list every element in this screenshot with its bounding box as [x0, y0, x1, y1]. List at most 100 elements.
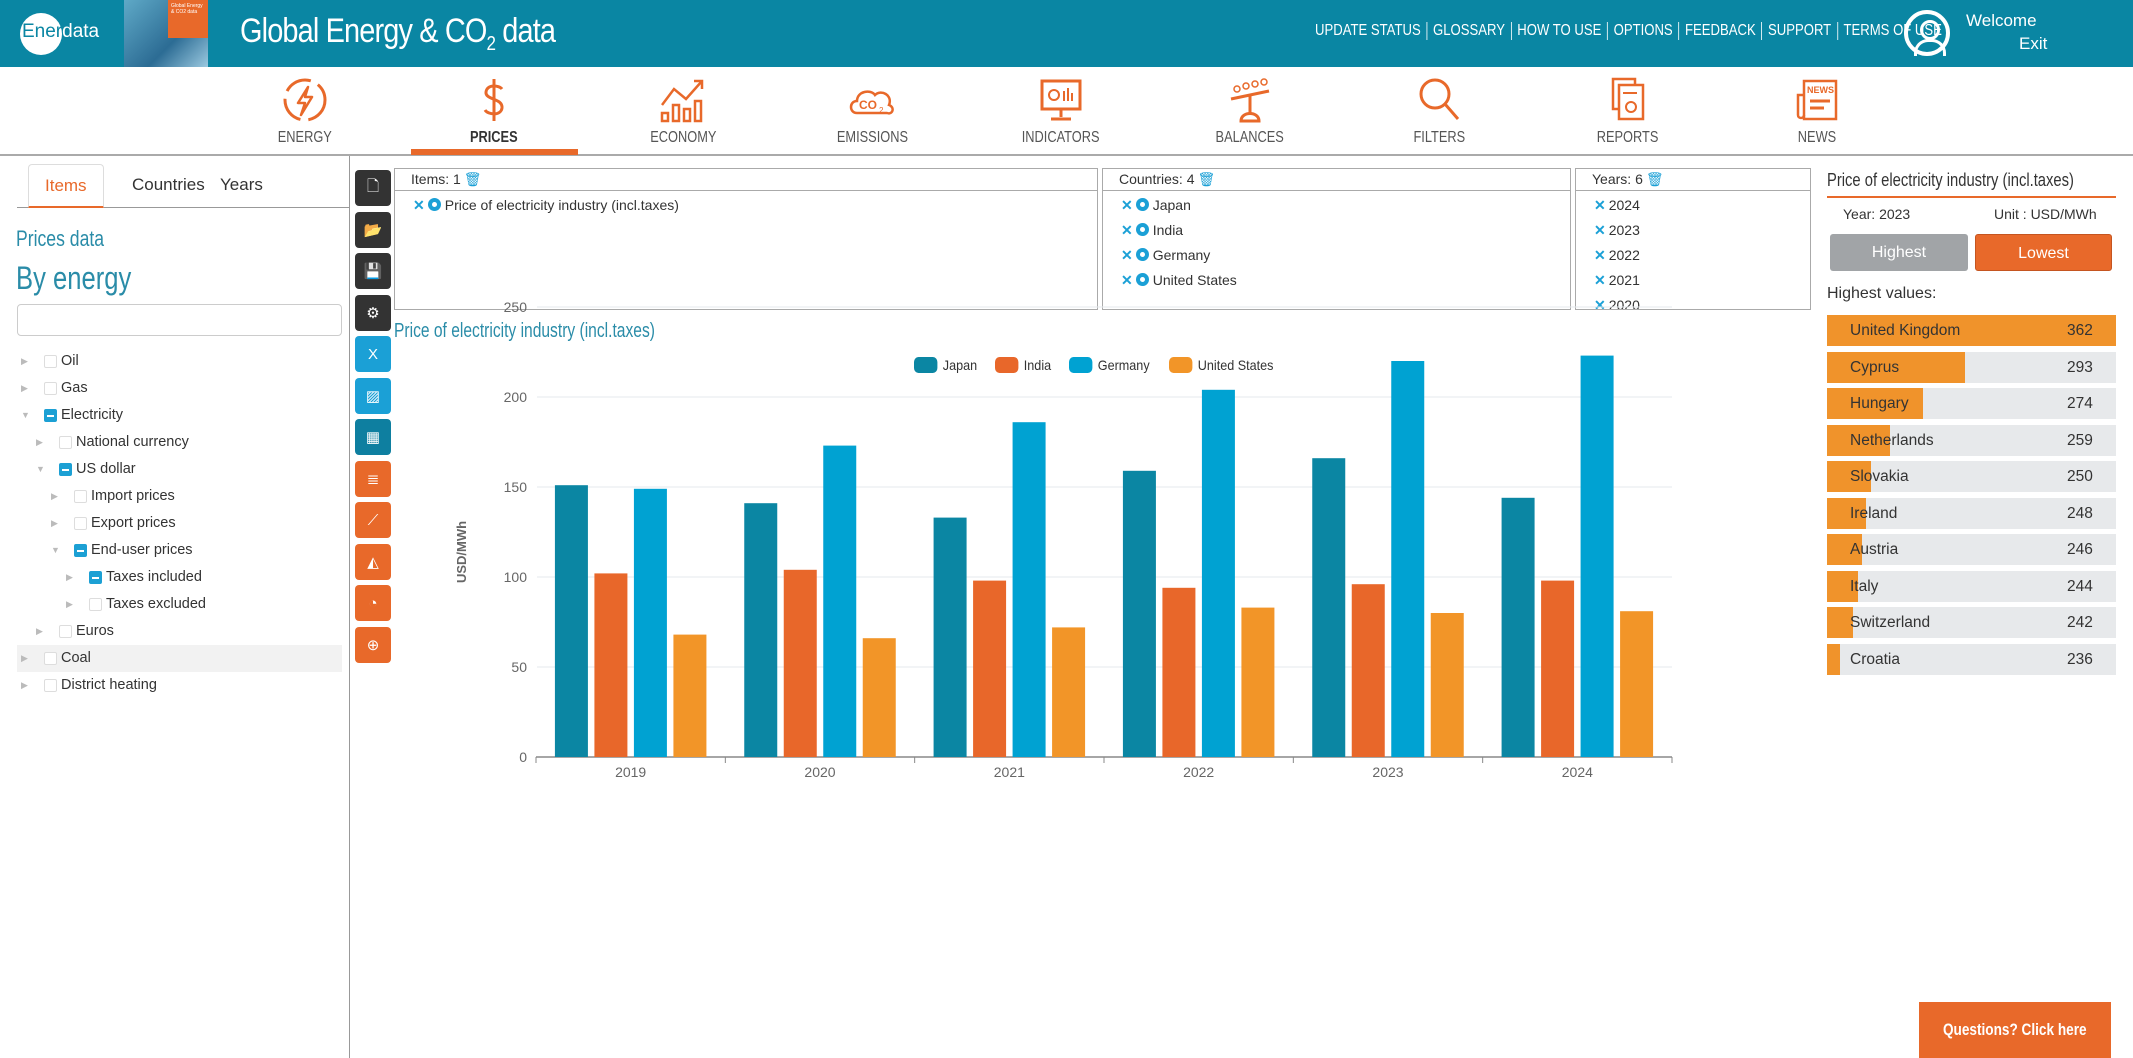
nav-news[interactable]: NEWS NEWS — [1747, 75, 1887, 147]
tree-item[interactable]: ▶ Taxes included — [17, 564, 342, 591]
trash-icon[interactable]: 🗑 — [463, 171, 482, 187]
tree-checkbox[interactable] — [74, 544, 87, 557]
tree-item[interactable]: ▼ Electricity — [17, 402, 342, 429]
caret-down-icon[interactable]: ▼ — [36, 464, 45, 474]
tree-checkbox[interactable] — [74, 517, 87, 530]
ranking-row[interactable]: Cyprus 293 — [1827, 351, 2116, 383]
tree-item[interactable]: ▶ Gas — [17, 375, 342, 402]
tree-item[interactable]: ▶ Coal — [17, 645, 342, 672]
remove-icon[interactable]: ✕ — [1594, 222, 1606, 238]
map-view-button[interactable]: ⊕ — [355, 626, 391, 663]
link-support[interactable]: SUPPORT — [1761, 22, 1836, 40]
tree-checkbox[interactable] — [89, 571, 102, 584]
tree-item[interactable]: ▶ District heating — [17, 672, 342, 699]
legend-item[interactable]: Japan — [914, 357, 977, 373]
remove-icon[interactable]: ✕ — [1594, 297, 1606, 309]
ranking-row[interactable]: Austria 246 — [1827, 534, 2116, 565]
link-feedback[interactable]: FEEDBACK — [1678, 22, 1761, 40]
link-update-status[interactable]: UPDATE STATUS — [1315, 22, 1421, 39]
enerdata-logo[interactable] — [20, 13, 62, 55]
tab-years[interactable]: Years — [220, 175, 263, 194]
tree-checkbox[interactable] — [44, 355, 57, 368]
tree-checkbox[interactable] — [74, 490, 87, 503]
legend-item[interactable]: India — [995, 357, 1051, 373]
tab-items[interactable]: Items — [28, 164, 104, 208]
save-button[interactable]: 💾 — [355, 253, 391, 289]
tree-item[interactable]: ▶ Taxes excluded — [17, 591, 342, 618]
link-glossary[interactable]: GLOSSARY — [1426, 22, 1510, 40]
caret-right-icon[interactable]: ▶ — [51, 491, 58, 501]
line-chart-button[interactable]: ⟋ — [355, 502, 391, 538]
nav-prices[interactable]: PRICES — [424, 75, 564, 147]
tree-item[interactable]: ▼ End-user prices — [17, 537, 342, 564]
remove-icon[interactable]: ✕ — [1121, 222, 1133, 238]
caret-right-icon[interactable]: ▶ — [66, 599, 73, 609]
bar-chart-button[interactable]: ≣ — [355, 460, 391, 497]
link-options[interactable]: OPTIONS — [1607, 22, 1678, 40]
new-file-button[interactable]: 🗋 — [355, 170, 391, 206]
export-image-button[interactable]: ▨ — [355, 377, 391, 414]
ranking-row[interactable]: United Kingdom 362 — [1827, 315, 2116, 346]
tree-item[interactable]: ▶ Euros — [17, 618, 342, 645]
caret-right-icon[interactable]: ▶ — [21, 680, 28, 690]
nav-economy[interactable]: ECONOMY — [613, 75, 753, 147]
nav-balances[interactable]: BALANCES — [1180, 75, 1320, 147]
nav-emissions[interactable]: CO 2 EMISSIONS — [802, 75, 942, 147]
link-how-to-use[interactable]: HOW TO USE — [1510, 22, 1607, 40]
table-view-button[interactable]: ▦ — [355, 419, 391, 455]
eye-icon[interactable] — [1135, 273, 1149, 286]
nav-indicators[interactable]: INDICATORS — [991, 75, 1131, 147]
exit-link[interactable]: Exit — [2019, 34, 2048, 53]
tree-checkbox[interactable] — [44, 409, 57, 422]
caret-down-icon[interactable]: ▼ — [21, 410, 30, 420]
ranking-row[interactable]: Slovakia 250 — [1827, 461, 2116, 492]
highest-button[interactable]: Highest — [1830, 234, 1968, 271]
nav-reports[interactable]: REPORTS — [1558, 75, 1698, 147]
trash-icon[interactable]: 🗑 — [1197, 171, 1216, 187]
nav-filters[interactable]: FILTERS — [1369, 75, 1509, 147]
tree-checkbox[interactable] — [89, 598, 102, 611]
tree-item[interactable]: ▶ Oil — [17, 348, 342, 375]
remove-icon[interactable]: ✕ — [1121, 247, 1133, 263]
ranking-row[interactable]: Croatia 236 — [1827, 643, 2116, 675]
caret-right-icon[interactable]: ▶ — [21, 356, 28, 366]
tree-item[interactable]: ▶ Export prices — [17, 510, 342, 537]
caret-right-icon[interactable]: ▶ — [21, 383, 28, 393]
area-chart-button[interactable]: ◭ — [355, 543, 391, 580]
ranking-row[interactable]: Italy 244 — [1827, 570, 2116, 602]
remove-icon[interactable]: ✕ — [1121, 197, 1133, 213]
eye-icon[interactable] — [1135, 223, 1149, 236]
tree-item[interactable]: ▶ Import prices — [17, 483, 342, 510]
lowest-button[interactable]: Lowest — [1975, 234, 2112, 271]
tree-checkbox[interactable] — [59, 625, 72, 638]
caret-down-icon[interactable]: ▼ — [51, 545, 60, 555]
tree-item[interactable]: ▼ US dollar — [17, 456, 342, 483]
eye-icon[interactable] — [1135, 198, 1149, 211]
tab-countries[interactable]: Countries — [132, 175, 205, 194]
tree-item[interactable]: ▶ National currency — [17, 429, 342, 456]
questions-button[interactable]: Questions? Click here — [1919, 1002, 2111, 1058]
export-excel-button[interactable]: X — [355, 336, 391, 372]
trash-icon[interactable]: 🗑 — [1645, 171, 1664, 187]
remove-icon[interactable]: ✕ — [1594, 272, 1606, 288]
caret-right-icon[interactable]: ▶ — [36, 626, 43, 636]
pie-chart-button[interactable]: ◔ — [355, 585, 391, 621]
legend-item[interactable]: Germany — [1068, 357, 1149, 373]
remove-icon[interactable]: ✕ — [1121, 272, 1133, 288]
tree-checkbox[interactable] — [59, 463, 72, 476]
user-avatar-icon[interactable] — [1904, 10, 1950, 56]
remove-icon[interactable]: ✕ — [1594, 247, 1606, 263]
tree-checkbox[interactable] — [59, 436, 72, 449]
tree-checkbox[interactable] — [44, 382, 57, 395]
settings-button[interactable]: ⚙ — [355, 294, 391, 331]
ranking-row[interactable]: Netherlands 259 — [1827, 424, 2116, 456]
eye-icon[interactable] — [1135, 248, 1149, 261]
nav-energy[interactable]: ENERGY — [235, 75, 375, 147]
tree-checkbox[interactable] — [44, 652, 57, 665]
remove-icon[interactable]: ✕ — [413, 197, 425, 213]
legend-item[interactable]: United States — [1169, 357, 1274, 373]
tree-search-input[interactable] — [17, 304, 342, 336]
eye-icon[interactable] — [427, 198, 441, 211]
caret-right-icon[interactable]: ▶ — [36, 437, 43, 447]
caret-right-icon[interactable]: ▶ — [21, 653, 28, 663]
